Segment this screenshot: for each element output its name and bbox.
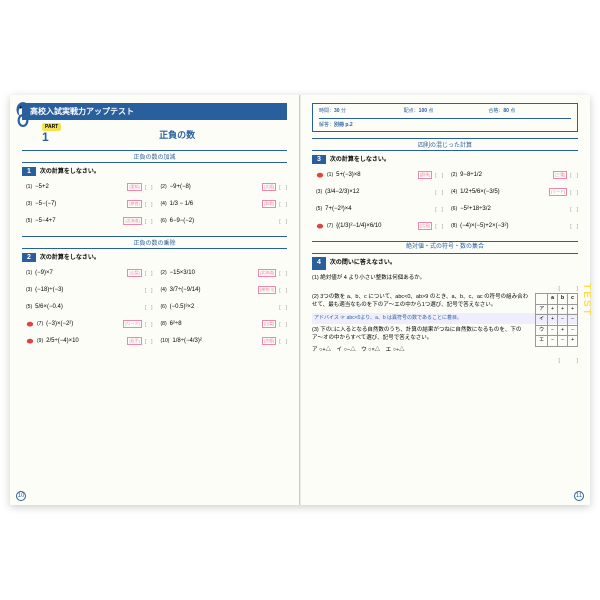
sec4-title: 絶対値・式の符号・数の集合 [312,241,578,254]
part-row: PART1 正負の数 [22,124,287,144]
page-num-right: 11 [574,491,584,501]
q2-num: 2 [22,253,36,262]
q3-num: 3 [312,155,326,164]
info-box: 時間：30 分 配点：100 点 合格：80 点 解答：別冊 p.2 [312,103,578,132]
sec1-title: 正負の数の加減 [22,150,287,163]
part-num: 1 [42,130,49,144]
test-label: TEST [581,283,592,317]
bug-icon [316,223,324,229]
section-3: 四則の混じった計算 3次の計算をしなさい。 (1)5+(−3)×8[群馬][ ]… [312,138,578,233]
section-4: 絶対値・式の符号・数の集合 4次の問いに答えなさい。 (1) 絶対値が 4 より… [312,241,578,365]
bug-icon [316,172,324,178]
q1-num: 1 [22,167,36,176]
bug-icon [26,321,34,327]
part-title: 正負の数 [67,128,287,141]
bug-icon [26,338,34,344]
section-2: 正負の数の乗除 2次の計算をしなさい。 (1)(−9)×7[山梨][ ](2)−… [22,236,287,348]
page-header: 高校入試実戦力アップテスト [22,103,287,120]
sign-table: abcア+++イ+−−ウ−+−エ−−+ [535,293,578,347]
section-1: 正負の数の加減 1次の計算をしなさい。 (1)−5+2[愛知][ ](2)−9+… [22,150,287,228]
q4-num: 4 [312,257,326,270]
sec3-title: 四則の混じった計算 [312,138,578,151]
page-num-left: 10 [16,491,26,501]
sec2-title: 正負の数の乗除 [22,236,287,249]
